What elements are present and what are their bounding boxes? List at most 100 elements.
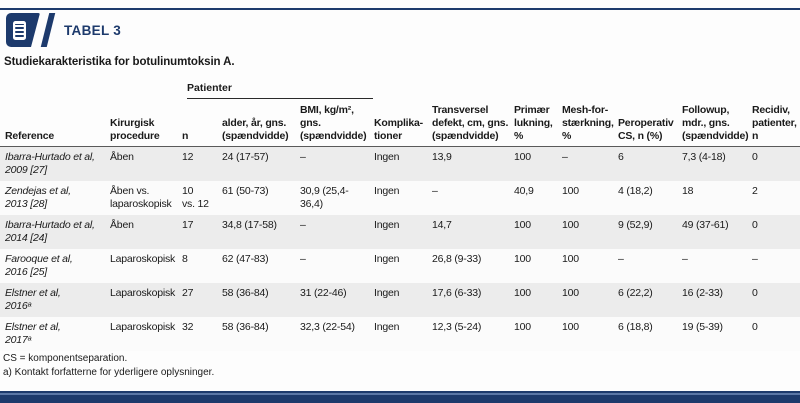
cell-komplikationer: Ingen [374, 253, 400, 265]
cell-followup: – [682, 253, 688, 265]
cell-primaer: 100 [514, 287, 531, 299]
cell-mesh: 100 [562, 219, 579, 231]
column-header-row: Reference Kirurgisk procedure n alder, å… [0, 80, 800, 146]
cell-alder: 62 (47-83) [222, 253, 269, 265]
cell-komplikationer: Ingen [374, 219, 400, 231]
cell-followup: 7,3 (4-18) [682, 151, 726, 163]
cell-reference: Ibarra-Hurtado et al, 2009 [27] [5, 151, 95, 176]
table-row: Zendejas et al, 2013 [28] Åben vs. lapar… [0, 181, 800, 215]
cell-followup: 19 (5-39) [682, 321, 723, 333]
cell-reference: Zendejas et al, 2013 [28] [5, 185, 71, 210]
cell-alder: 24 (17-57) [222, 151, 269, 163]
study-table: Patienter Reference Kirurgisk procedure … [0, 80, 800, 351]
cell-transversel: 26,8 (9-33) [432, 253, 482, 265]
cell-bmi: 31 (22-46) [300, 287, 347, 299]
col-header-reference: Reference [5, 130, 54, 142]
table-row: Ibarra-Hurtado et al, 2014 [24] Åben 17 … [0, 215, 800, 249]
cell-transversel: 13,9 [432, 151, 452, 163]
cell-alder: 61 (50-73) [222, 185, 269, 197]
col-header-kirurgisk-procedure: Kirurgisk procedure [110, 117, 160, 142]
cell-reference: Elstner et al, 2016ᵃ [5, 287, 61, 312]
cell-primaer: 100 [514, 253, 531, 265]
cell-recidiv: 0 [752, 151, 758, 163]
cell-alder: 58 (36-84) [222, 287, 269, 299]
cell-reference: Ibarra-Hurtado et al, 2014 [24] [5, 219, 95, 244]
cell-transversel: 17,6 (6-33) [432, 287, 482, 299]
cell-procedure: Åben vs. laparoskopisk [110, 185, 172, 210]
footnotes: CS = komponentseparation. a) Kontakt for… [3, 352, 214, 380]
col-header-transversel-defekt: Transversel defekt, cm, gns. (spændvidde… [432, 104, 509, 142]
cell-n: 17 [182, 219, 194, 231]
table-badge: TABEL 3 [6, 13, 121, 47]
cell-followup: 49 (37-61) [682, 219, 729, 231]
cell-mesh: – [562, 151, 568, 163]
cell-procedure: Åben [110, 219, 134, 231]
cell-procedure: Laparoskopisk [110, 321, 176, 333]
col-header-primaer-lukning: Primær lukning, % [514, 104, 553, 142]
top-rule [0, 8, 800, 10]
cell-transversel: 12,3 (5-24) [432, 321, 482, 333]
cell-recidiv: 0 [752, 287, 758, 299]
col-header-peroperativ-cs: Peroperativ CS, n (%) [618, 117, 674, 142]
col-header-followup: Followup, mdr., gns. (spændvidde) [682, 104, 749, 142]
cell-peroperativ: 6 (18,8) [618, 321, 653, 333]
cell-followup: 16 (2-33) [682, 287, 723, 299]
badge-slash-decoration [40, 13, 56, 47]
cell-reference: Elstner et al, 2017ᵃ [5, 321, 61, 346]
cell-n: 27 [182, 287, 194, 299]
cell-n: 8 [182, 253, 188, 265]
cell-reference: Farooque et al, 2016 [25] [5, 253, 73, 278]
cell-procedure: Laparoskopisk [110, 287, 176, 299]
cell-primaer: 100 [514, 219, 531, 231]
table-row: Farooque et al, 2016 [25] Laparoskopisk … [0, 249, 800, 283]
table-row: Elstner et al, 2016ᵃ Laparoskopisk 27 58… [0, 283, 800, 317]
cell-followup: 18 [682, 185, 694, 197]
cell-recidiv: 0 [752, 321, 758, 333]
cell-komplikationer: Ingen [374, 321, 400, 333]
patienter-group-header: Patienter [187, 82, 373, 99]
cell-bmi: 32,3 (22-54) [300, 321, 355, 333]
bottom-rule [0, 391, 800, 403]
cell-peroperativ: 4 (18,2) [618, 185, 653, 197]
footnote-a: a) Kontakt forfatterne for yderligere op… [3, 367, 215, 378]
cell-n: 12 [182, 151, 194, 163]
table-body: Ibarra-Hurtado et al, 2009 [27] Åben 12 … [0, 146, 800, 351]
cell-recidiv: 0 [752, 219, 758, 231]
cell-alder: 34,8 (17-58) [222, 219, 277, 231]
cell-komplikationer: Ingen [374, 151, 400, 163]
cell-bmi: – [300, 151, 306, 163]
table-title: Studiekarakteristika for botulinumtoksin… [4, 56, 235, 68]
cell-bmi: – [300, 253, 306, 265]
cell-primaer: 100 [514, 321, 531, 333]
cell-bmi: – [300, 219, 306, 231]
cell-procedure: Laparoskopisk [110, 253, 176, 265]
cell-mesh: 100 [562, 185, 579, 197]
cell-alder: 58 (36-84) [222, 321, 269, 333]
table-header: Patienter Reference Kirurgisk procedure … [0, 80, 800, 146]
cell-peroperativ: 9 (52,9) [618, 219, 653, 231]
cell-peroperativ: 6 [618, 151, 624, 163]
col-header-mesh-forstaerkning: Mesh-for- stærkning, % [562, 104, 614, 142]
badge-box [6, 13, 40, 47]
cell-peroperativ: 6 (22,2) [618, 287, 653, 299]
footnote-cs: CS = komponentseparation. [3, 353, 128, 364]
cell-komplikationer: Ingen [374, 287, 400, 299]
table-badge-label: TABEL 3 [64, 22, 122, 38]
cell-recidiv: – [752, 253, 758, 265]
cell-primaer: 100 [514, 151, 531, 163]
col-header-n: n [182, 130, 189, 142]
col-header-bmi: BMI, kg/m², gns. (spændvidde) [300, 104, 367, 142]
cell-n: 10 vs. 12 [182, 185, 209, 210]
col-header-komplikationer: Komplika- tioner [374, 117, 423, 142]
cell-mesh: 100 [562, 287, 579, 299]
cell-bmi: 30,9 (25,4-36,4) [300, 185, 349, 210]
cell-n: 32 [182, 321, 194, 333]
cell-mesh: 100 [562, 321, 579, 333]
cell-komplikationer: Ingen [374, 185, 400, 197]
cell-recidiv: 2 [752, 185, 758, 197]
cell-procedure: Åben [110, 151, 134, 163]
col-header-recidiv: Recidiv, patienter, n [752, 104, 797, 142]
table-row: Ibarra-Hurtado et al, 2009 [27] Åben 12 … [0, 147, 800, 181]
cell-mesh: 100 [562, 253, 579, 265]
